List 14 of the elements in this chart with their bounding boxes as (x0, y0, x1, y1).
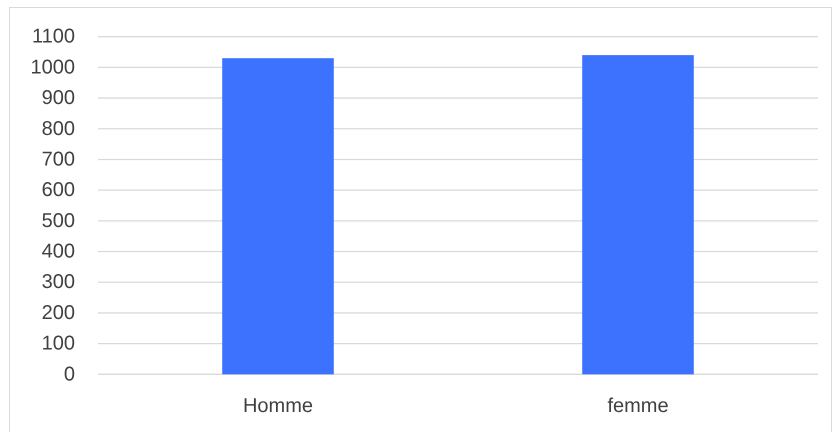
y-tick-label: 600 (42, 179, 75, 202)
y-tick-label: 100 (42, 332, 75, 355)
y-tick-label: 700 (42, 148, 75, 170)
y-tick-label: 900 (42, 87, 75, 110)
y-tick-label: 0 (64, 363, 75, 386)
y-tick-label: 800 (42, 118, 75, 140)
x-tick-label: femme (607, 395, 669, 417)
y-tick-label: 200 (42, 302, 75, 324)
y-tick-label: 1100 (32, 26, 75, 48)
y-tick-label: 400 (42, 240, 75, 263)
x-tick-label: Homme (242, 395, 314, 417)
y-tick-label: 300 (42, 271, 75, 294)
y-tick-label: 1000 (30, 56, 75, 78)
y-tick-label: 500 (42, 210, 75, 232)
